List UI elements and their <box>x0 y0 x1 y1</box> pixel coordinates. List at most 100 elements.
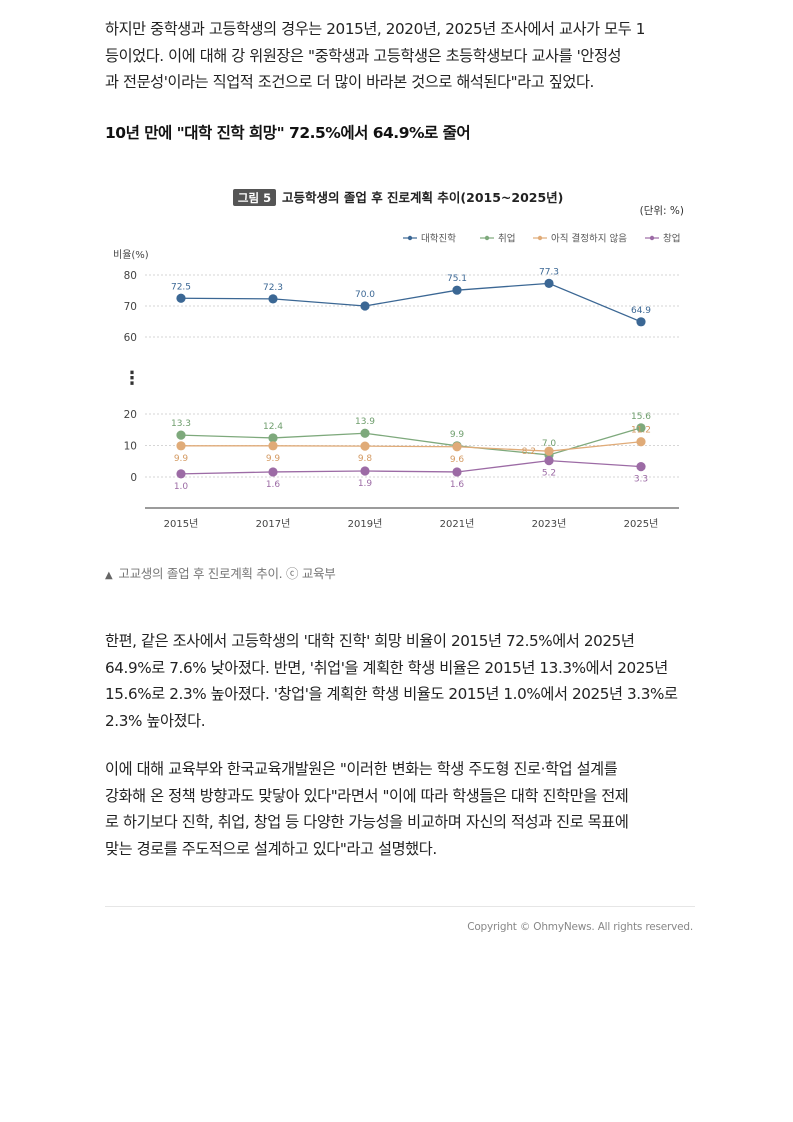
data-point <box>636 423 646 433</box>
data-point <box>636 462 646 472</box>
legend-entry: 아직 결정하지 않음 <box>551 233 627 245</box>
y-tick-label: 20 <box>124 409 137 421</box>
paragraph-line: 하지만 중학생과 고등학생의 경우는 2015년, 2020년, 2025년 조… <box>105 20 646 38</box>
data-label: 9.9 <box>266 454 281 464</box>
data-label: 11.2 <box>631 426 651 436</box>
x-tick-label: 2025년 <box>624 518 659 530</box>
figure-badge-bg <box>233 189 276 206</box>
section-subheading: 10년 만에 "대학 진학 희망" 72.5%에서 64.9%로 줄어 <box>105 124 471 142</box>
career-plan-line-chart: 그림 5 고등학생의 졸업 후 진로계획 추이(2015~2025년) (단위:… <box>113 189 684 530</box>
data-point <box>544 278 554 288</box>
chart-unit: (단위: %) <box>640 204 684 217</box>
paragraph-line: 맞는 경로를 주도적으로 설계하고 있다"라고 설명했다. <box>105 839 437 858</box>
data-point <box>268 467 278 477</box>
series-line <box>180 427 642 456</box>
y-tick-label: 70 <box>124 301 137 313</box>
data-label: 1.0 <box>174 482 189 492</box>
series-line <box>181 441 642 452</box>
data-point <box>452 442 462 452</box>
y-tick-label: 60 <box>124 332 137 344</box>
paragraph-line: 2.3% 높아졌다. <box>105 711 206 730</box>
chart-title: 고등학생의 졸업 후 진로계획 추이(2015~2025년) <box>282 190 563 205</box>
series-line <box>180 282 642 323</box>
data-label: 3.3 <box>634 475 648 485</box>
data-label: 9.6 <box>450 455 465 465</box>
data-point <box>360 441 370 451</box>
axis-break-marker: ⋮ <box>123 368 141 389</box>
paragraph-line: 15.6%로 2.3% 높아졌다. '창업'을 계획한 학생 비율도 2015년… <box>105 685 678 703</box>
data-point <box>544 446 554 456</box>
y-axis-ticks: 80 70 60 20 10 0 <box>124 270 137 484</box>
paragraph-line: 로 하기보다 진학, 취업, 창업 등 다양한 가능성을 비교하며 자신의 적성… <box>105 813 629 831</box>
paragraph-line: 한편, 같은 조사에서 고등학생의 '대학 진학' 희망 비율이 2015년 7… <box>105 632 635 650</box>
x-tick-label: 2021년 <box>440 518 475 530</box>
caption-marker-icon: ▲ <box>105 570 113 581</box>
data-point <box>268 294 278 304</box>
x-tick-label: 2017년 <box>256 518 291 530</box>
third-paragraph: 이에 대해 교육부와 한국교육개발원은 "이러한 변화는 학생 주도형 진로·학… <box>105 756 695 862</box>
x-tick-label: 2023년 <box>532 518 567 530</box>
data-label: 12.4 <box>263 422 283 432</box>
data-label: 13.3 <box>171 419 191 429</box>
chart-plot-area: 72.5 72.3 70.0 75.1 77.3 64.9 13.3 12.4 13.9 9.9 7… <box>171 267 651 491</box>
paragraph-line: 강화해 온 정책 방향과도 맞닿아 있다"라면서 "이에 따라 학생들은 대학 … <box>105 786 629 805</box>
data-label: 64.9 <box>631 306 651 316</box>
footer-divider <box>105 906 695 907</box>
data-label: 72.5 <box>171 282 191 292</box>
legend-swatch-dot <box>484 235 490 241</box>
chart-caption: ▲ 고교생의 졸업 후 진로계획 추이. ⓒ 교육부 <box>105 563 336 582</box>
data-point <box>268 433 278 443</box>
data-point <box>452 285 462 295</box>
paragraph-line: 등이었다. 이에 대해 강 위원장은 "중학생과 고등학생은 초등학생보다 교사… <box>105 46 622 65</box>
data-point <box>544 456 554 466</box>
legend-swatch-dot <box>407 235 413 241</box>
data-label: 8.2 <box>522 447 536 457</box>
data-point <box>636 437 646 447</box>
y-tick-label: 0 <box>130 472 137 484</box>
x-axis-ticks: 2015년 2017년 2019년 2021년 2023년 2025년 <box>164 518 659 530</box>
data-point <box>360 428 370 438</box>
data-label: 9.8 <box>358 454 373 464</box>
data-point <box>360 466 370 476</box>
data-point <box>268 441 278 451</box>
y-tick-label: 80 <box>124 270 137 282</box>
data-label: 15.6 <box>631 412 651 422</box>
data-label: 1.9 <box>358 479 373 489</box>
data-point <box>360 301 370 311</box>
legend-swatch-dot <box>537 235 543 241</box>
paragraph-line: 과 전문성'이라는 직업적 조건으로 더 많이 바라본 것으로 해석된다"라고 … <box>105 73 594 91</box>
figure-badge: 그림 5 <box>238 191 271 205</box>
series-line <box>180 459 642 475</box>
legend-swatch-dot <box>649 235 655 241</box>
data-label: 70.0 <box>355 290 375 300</box>
data-point <box>176 430 186 440</box>
y-tick-label: 10 <box>124 441 137 453</box>
legend-entry: 대학진학 <box>421 234 456 245</box>
data-label: 5.2 <box>542 469 556 479</box>
legend-entry: 창업 <box>663 233 680 245</box>
data-point <box>636 317 646 327</box>
paragraph-line: 64.9%로 7.6% 낮아졌다. 반면, '취업'을 계획한 학생 비율은 2… <box>105 658 668 677</box>
data-label: 1.6 <box>266 480 281 490</box>
data-label: 77.3 <box>539 267 559 277</box>
data-point <box>176 293 186 303</box>
data-label: 1.6 <box>450 480 465 490</box>
data-label: 13.9 <box>355 417 375 427</box>
y-axis-label: 비율(%) <box>113 249 149 261</box>
legend-entry: 취업 <box>498 233 515 245</box>
chart-legend: 대학진학 취업 아직 결정하지 않음 창업 <box>403 233 680 245</box>
paragraph-line: 이에 대해 교육부와 한국교육개발원은 "이러한 변화는 학생 주도형 진로·학… <box>105 760 618 778</box>
chart-header: 그림 5 고등학생의 졸업 후 진로계획 추이(2015~2025년) (단위:… <box>233 189 684 217</box>
second-paragraph: 한편, 같은 조사에서 고등학생의 '대학 진학' 희망 비율이 2015년 7… <box>105 628 695 734</box>
data-point <box>176 469 186 479</box>
data-label: 72.3 <box>263 283 283 293</box>
data-label: 75.1 <box>447 274 467 284</box>
data-label: 9.9 <box>450 430 465 440</box>
data-label: 7.0 <box>542 439 557 449</box>
data-point <box>176 441 186 451</box>
caption-text: 고교생의 졸업 후 진로계획 추이. ⓒ 교육부 <box>118 566 336 581</box>
x-tick-label: 2015년 <box>164 518 199 530</box>
data-point <box>452 467 462 477</box>
copyright-notice: Copyright © OhmyNews. All rights reserve… <box>467 921 693 933</box>
